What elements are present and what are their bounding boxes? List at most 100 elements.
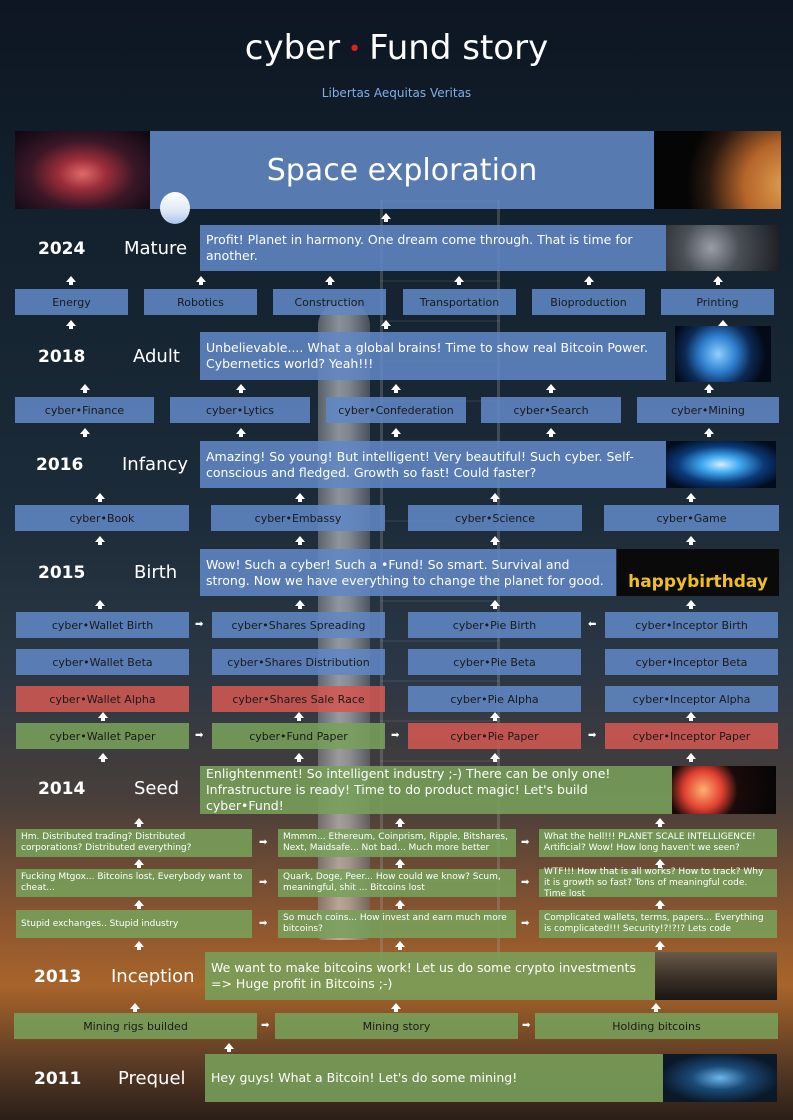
year-2013: 2013 bbox=[34, 967, 82, 987]
up-arrow-icon bbox=[134, 900, 144, 909]
up-arrow-icon bbox=[686, 600, 696, 609]
message-2024: Profit! Planet in harmony. One dream com… bbox=[200, 225, 666, 271]
right-arrow-icon: ➡ bbox=[521, 837, 530, 848]
right-arrow-icon: ➡ bbox=[521, 918, 530, 929]
up-arrow-icon bbox=[294, 753, 304, 762]
up-arrow-icon bbox=[134, 941, 144, 950]
year-2015: 2015 bbox=[38, 563, 86, 583]
up-arrow-icon bbox=[80, 384, 90, 393]
box-pie-paper: cyber•Pie Paper bbox=[408, 723, 581, 749]
up-arrow-icon bbox=[134, 818, 144, 827]
up-arrow-icon bbox=[655, 859, 665, 868]
right-arrow-icon: ➡ bbox=[522, 1020, 531, 1031]
note-left-2: Fucking Mtgox... Bitcoins lost, Everybod… bbox=[16, 869, 252, 897]
up-arrow-icon bbox=[655, 818, 665, 827]
globe-image bbox=[675, 326, 771, 382]
up-arrow-icon bbox=[95, 493, 105, 502]
message-2015: Wow! Such a cyber! Such a •Fund! So smar… bbox=[200, 549, 616, 596]
message-2016: Amazing! So young! But intelligent! Very… bbox=[200, 441, 666, 488]
up-arrow-icon bbox=[391, 1003, 401, 1012]
left-arrow-icon: ⬅ bbox=[588, 619, 597, 630]
up-arrow-icon bbox=[704, 384, 714, 393]
up-arrow-icon bbox=[95, 536, 105, 545]
up-arrow-icon bbox=[66, 320, 76, 329]
box-pie-beta: cyber•Pie Beta bbox=[408, 649, 581, 675]
up-arrow-icon bbox=[98, 712, 108, 721]
up-arrow-icon bbox=[546, 384, 556, 393]
box-pie-birth: cyber•Pie Birth bbox=[408, 612, 581, 638]
box-holding-bitcoins: Holding bitcoins bbox=[535, 1013, 778, 1039]
right-arrow-icon: ➡ bbox=[195, 730, 204, 741]
right-arrow-icon: ➡ bbox=[261, 1020, 270, 1031]
note-right-3: Complicated wallets, terms, papers... Ev… bbox=[539, 910, 777, 938]
up-arrow-icon bbox=[395, 818, 405, 827]
up-arrow-icon bbox=[395, 941, 405, 950]
up-arrow-icon bbox=[655, 941, 665, 950]
up-arrow-icon bbox=[381, 320, 391, 329]
up-arrow-icon bbox=[686, 536, 696, 545]
crowd-image bbox=[666, 225, 779, 271]
box-cyber-confederation: cyber•Confederation bbox=[326, 397, 466, 423]
up-arrow-icon bbox=[224, 1043, 234, 1052]
up-arrow-icon bbox=[686, 753, 696, 762]
page-title: cyber • Fund story bbox=[0, 28, 793, 68]
title-fund-story: Fund story bbox=[369, 28, 549, 68]
network-image bbox=[663, 1054, 777, 1102]
year-2016: 2016 bbox=[36, 455, 84, 475]
box-wallet-paper: cyber•Wallet Paper bbox=[16, 723, 189, 749]
box-energy: Energy bbox=[15, 289, 128, 315]
birthday-text: happybirthday bbox=[628, 572, 768, 592]
right-arrow-icon: ➡ bbox=[259, 837, 268, 848]
up-arrow-icon bbox=[80, 428, 90, 437]
planets-image bbox=[654, 131, 781, 209]
title-cyber: cyber bbox=[244, 28, 341, 68]
box-shares-distribution: cyber•Shares Distribution bbox=[212, 649, 385, 675]
up-arrow-icon bbox=[704, 428, 714, 437]
up-arrow-icon bbox=[490, 600, 500, 609]
box-cyber-book: cyber•Book bbox=[15, 505, 189, 531]
up-arrow-icon bbox=[196, 276, 206, 285]
up-arrow-icon bbox=[236, 428, 246, 437]
box-inceptor-paper: cyber•Inceptor Paper bbox=[605, 723, 778, 749]
moon-image bbox=[160, 192, 190, 224]
box-printing: Printing bbox=[661, 289, 774, 315]
up-arrow-icon bbox=[490, 753, 500, 762]
box-transportation: Transportation bbox=[403, 289, 516, 315]
birthday-image: happybirthday bbox=[617, 549, 779, 596]
up-arrow-icon bbox=[490, 493, 500, 502]
up-arrow-icon bbox=[294, 712, 304, 721]
box-mining-story: Mining story bbox=[275, 1013, 518, 1039]
right-arrow-icon: ➡ bbox=[588, 730, 597, 741]
stage-birth: Birth bbox=[134, 562, 178, 583]
box-inceptor-beta: cyber•Inceptor Beta bbox=[605, 649, 778, 675]
box-fund-paper: cyber•Fund Paper bbox=[212, 723, 385, 749]
up-arrow-icon bbox=[395, 859, 405, 868]
box-shares-sale-race: cyber•Shares Sale Race bbox=[212, 686, 385, 712]
page-subtitle: Libertas Aequitas Veritas bbox=[321, 86, 472, 100]
up-arrow-icon bbox=[686, 493, 696, 502]
box-cyber-embassy: cyber•Embassy bbox=[211, 505, 385, 531]
note-right-2: WTF!!! How that is all works? How to tra… bbox=[539, 867, 777, 899]
up-arrow-icon bbox=[295, 536, 305, 545]
up-arrow-icon bbox=[66, 276, 76, 285]
message-2014: Enlightenment! So intelligent industry ;… bbox=[200, 766, 672, 814]
brain-image bbox=[666, 441, 776, 488]
stage-infancy: Infancy bbox=[122, 454, 189, 475]
up-arrow-icon bbox=[95, 600, 105, 609]
stage-inception: Inception bbox=[111, 966, 195, 987]
up-arrow-icon bbox=[655, 900, 665, 909]
dandelion-image bbox=[672, 766, 776, 814]
up-arrow-icon bbox=[584, 276, 594, 285]
up-arrow-icon bbox=[295, 600, 305, 609]
right-arrow-icon: ➡ bbox=[391, 730, 400, 741]
box-shares-spreading: cyber•Shares Spreading bbox=[212, 612, 385, 638]
box-inceptor-birth: cyber•Inceptor Birth bbox=[605, 612, 778, 638]
up-arrow-icon bbox=[490, 536, 500, 545]
up-arrow-icon bbox=[546, 428, 556, 437]
box-cyber-game: cyber•Game bbox=[604, 505, 779, 531]
box-cyber-lytics: cyber•Lytics bbox=[170, 397, 310, 423]
box-wallet-birth: cyber•Wallet Birth bbox=[16, 612, 189, 638]
box-cyber-search: cyber•Search bbox=[481, 397, 621, 423]
up-arrow-icon bbox=[236, 384, 246, 393]
up-arrow-icon bbox=[490, 712, 500, 721]
